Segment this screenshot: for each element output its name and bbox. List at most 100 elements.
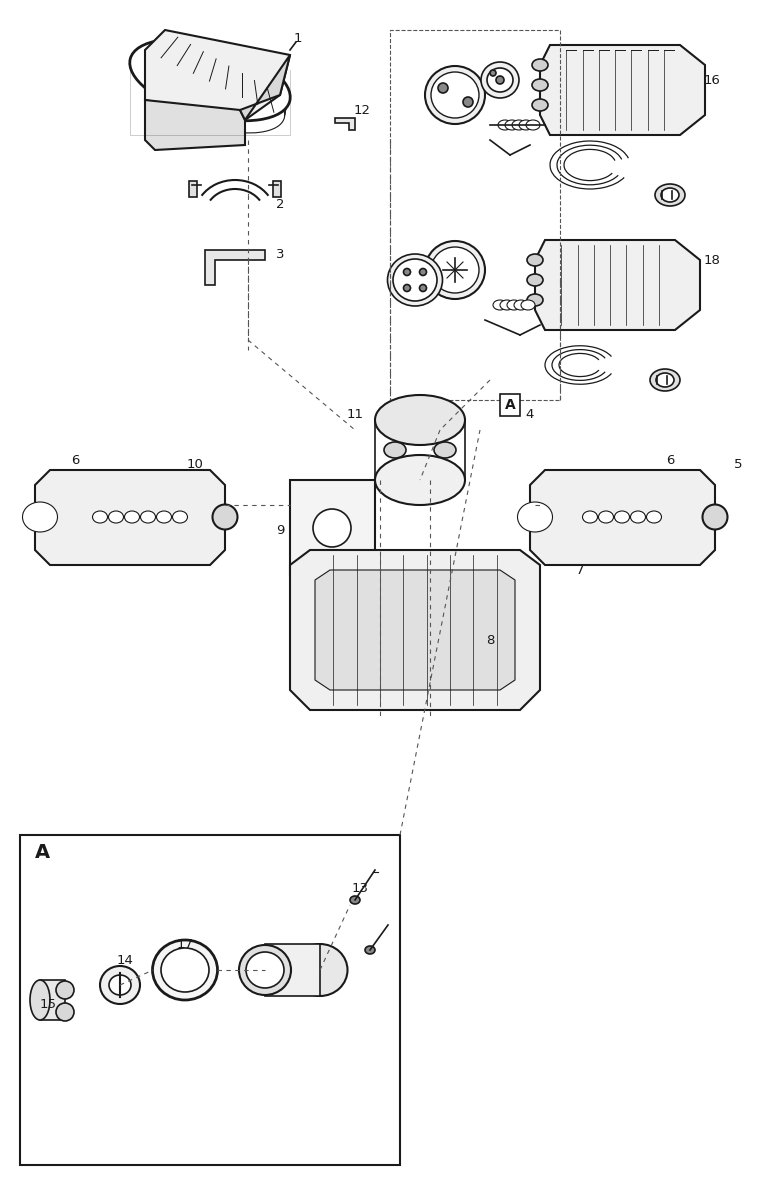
Ellipse shape <box>384 442 406 458</box>
Ellipse shape <box>365 946 375 954</box>
Text: 2: 2 <box>276 198 284 211</box>
Ellipse shape <box>143 53 287 125</box>
Ellipse shape <box>493 300 507 310</box>
Polygon shape <box>540 44 705 134</box>
Ellipse shape <box>532 59 548 71</box>
Ellipse shape <box>27 504 52 529</box>
Ellipse shape <box>582 511 597 523</box>
Ellipse shape <box>431 247 479 293</box>
Ellipse shape <box>157 70 285 133</box>
Polygon shape <box>35 470 225 565</box>
Ellipse shape <box>246 952 284 988</box>
Ellipse shape <box>647 511 661 523</box>
Ellipse shape <box>293 944 347 996</box>
Ellipse shape <box>656 373 674 386</box>
Ellipse shape <box>655 184 685 206</box>
Ellipse shape <box>393 259 437 301</box>
Text: 3: 3 <box>276 248 284 262</box>
Ellipse shape <box>599 511 613 523</box>
Polygon shape <box>145 100 245 150</box>
Ellipse shape <box>375 455 465 505</box>
Ellipse shape <box>526 120 540 130</box>
Ellipse shape <box>350 896 360 904</box>
Ellipse shape <box>496 76 504 84</box>
Ellipse shape <box>153 65 285 131</box>
Ellipse shape <box>420 284 426 292</box>
Ellipse shape <box>109 974 131 995</box>
Polygon shape <box>240 55 290 120</box>
Ellipse shape <box>650 370 680 391</box>
Polygon shape <box>189 181 197 197</box>
Polygon shape <box>145 30 290 120</box>
Ellipse shape <box>161 948 209 992</box>
Ellipse shape <box>157 511 172 523</box>
Text: A: A <box>505 398 515 412</box>
Ellipse shape <box>463 97 473 107</box>
Ellipse shape <box>615 511 629 523</box>
Ellipse shape <box>425 66 485 124</box>
Text: 17: 17 <box>176 938 194 952</box>
Polygon shape <box>290 550 540 710</box>
Ellipse shape <box>173 511 188 523</box>
Ellipse shape <box>146 56 286 127</box>
Ellipse shape <box>500 300 514 310</box>
Ellipse shape <box>141 511 156 523</box>
Ellipse shape <box>490 70 496 76</box>
Ellipse shape <box>527 294 543 306</box>
Ellipse shape <box>505 120 519 130</box>
Ellipse shape <box>420 269 426 276</box>
Ellipse shape <box>434 442 456 458</box>
Ellipse shape <box>521 300 535 310</box>
Text: 13: 13 <box>351 882 369 894</box>
Text: 9: 9 <box>276 523 284 536</box>
Ellipse shape <box>239 946 291 995</box>
Bar <box>390 30 560 400</box>
Text: 4: 4 <box>526 408 534 421</box>
Polygon shape <box>315 570 515 690</box>
Ellipse shape <box>519 120 533 130</box>
Text: 12: 12 <box>353 103 371 116</box>
Polygon shape <box>205 250 265 284</box>
Ellipse shape <box>702 504 727 529</box>
Polygon shape <box>273 181 281 197</box>
Ellipse shape <box>23 502 58 532</box>
Bar <box>20 835 400 1165</box>
Ellipse shape <box>132 41 288 120</box>
Ellipse shape <box>431 72 479 118</box>
Ellipse shape <box>93 511 107 523</box>
Polygon shape <box>535 240 700 330</box>
Ellipse shape <box>661 188 679 202</box>
Ellipse shape <box>375 395 465 445</box>
Ellipse shape <box>404 284 410 292</box>
Ellipse shape <box>388 254 442 306</box>
Ellipse shape <box>56 1003 74 1021</box>
Text: 5: 5 <box>733 458 743 472</box>
Polygon shape <box>335 118 355 130</box>
Polygon shape <box>530 470 715 565</box>
Text: 14: 14 <box>116 954 134 966</box>
Ellipse shape <box>109 511 123 523</box>
Ellipse shape <box>404 269 410 276</box>
Polygon shape <box>290 480 375 575</box>
Ellipse shape <box>512 120 526 130</box>
Ellipse shape <box>518 502 553 532</box>
Ellipse shape <box>213 504 237 529</box>
Ellipse shape <box>498 120 512 130</box>
Ellipse shape <box>487 68 513 92</box>
Ellipse shape <box>523 504 547 529</box>
Text: 15: 15 <box>40 998 56 1012</box>
Ellipse shape <box>532 98 548 110</box>
Ellipse shape <box>56 982 74 998</box>
Ellipse shape <box>527 274 543 286</box>
Text: 7: 7 <box>576 564 584 576</box>
Ellipse shape <box>100 966 140 1004</box>
Ellipse shape <box>481 62 519 98</box>
Ellipse shape <box>527 254 543 266</box>
Ellipse shape <box>514 300 528 310</box>
Ellipse shape <box>30 980 50 1020</box>
Ellipse shape <box>150 61 286 130</box>
Ellipse shape <box>139 48 287 124</box>
Text: A: A <box>34 844 49 863</box>
Ellipse shape <box>135 44 287 121</box>
Polygon shape <box>265 944 320 996</box>
